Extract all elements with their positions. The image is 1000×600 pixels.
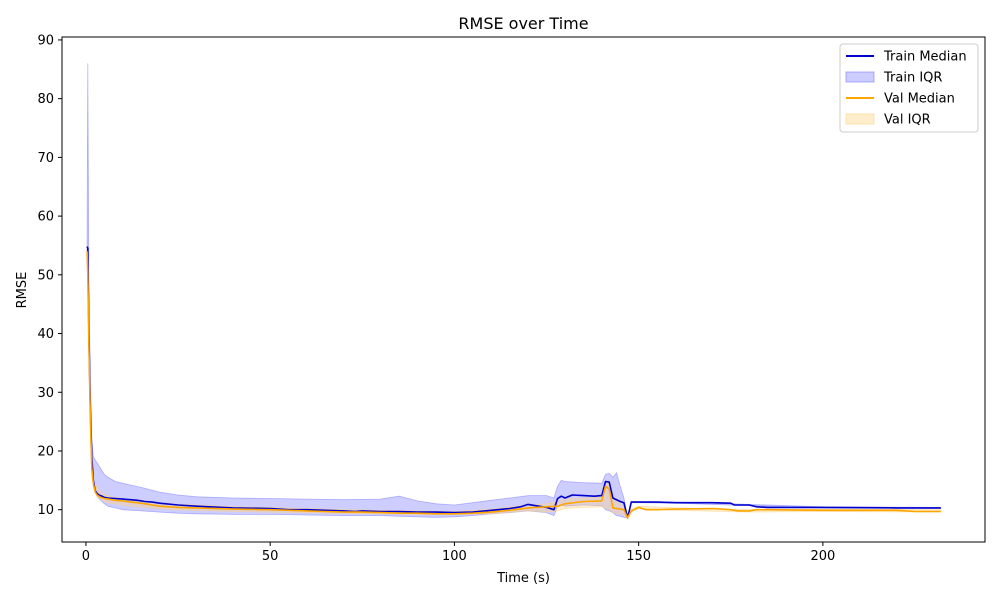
plot-area: [61, 36, 986, 543]
legend-label-train-median: Train Median: [883, 50, 967, 65]
y-tick-label: 30: [37, 386, 54, 401]
val-median-line: [86, 251, 941, 519]
median-lines: [86, 246, 941, 519]
x-axis-title: Time (s): [496, 571, 550, 586]
x-tick-label: 100: [442, 549, 467, 564]
y-tick-label: 60: [37, 210, 54, 225]
train-median-line: [86, 246, 941, 519]
y-tick-label: 70: [37, 151, 54, 166]
x-tick-label: 50: [262, 549, 279, 564]
y-tick-label: 50: [37, 268, 54, 283]
legend: Train Median Train IQR Val Median Val IQR: [839, 43, 979, 133]
y-tick-label: 20: [37, 444, 54, 459]
y-tick-label: 80: [37, 92, 54, 107]
y-axis: 10 20 30 40 50 60 70 80 90: [37, 33, 62, 518]
x-axis: 0 50 100 150 200: [82, 542, 835, 564]
axes-frame: [61, 36, 986, 543]
legend-swatch-train-iqr: [845, 71, 875, 83]
legend-box: [839, 43, 979, 133]
y-tick-label: 40: [37, 327, 54, 342]
chart-title: RMSE over Time: [458, 14, 588, 33]
legend-label-train-iqr: Train IQR: [883, 71, 942, 86]
y-axis-title: RMSE: [15, 272, 30, 309]
x-tick-label: 150: [626, 549, 651, 564]
x-tick-label: 0: [82, 549, 90, 564]
y-tick-label: 10: [37, 503, 54, 518]
legend-label-val-iqr: Val IQR: [884, 113, 931, 128]
x-tick-label: 200: [810, 549, 835, 564]
legend-swatch-val-iqr: [845, 113, 875, 125]
y-tick-label: 90: [37, 33, 54, 48]
legend-label-val-median: Val Median: [884, 92, 955, 107]
